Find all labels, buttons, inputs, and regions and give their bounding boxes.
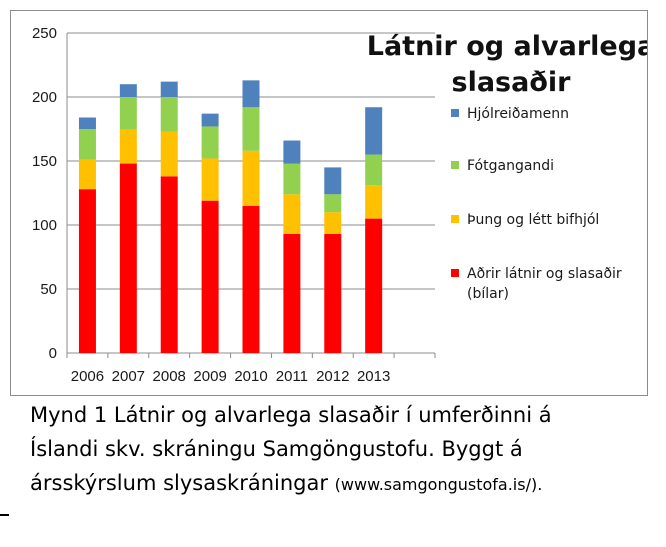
y-tick-label-50: 50 — [40, 281, 57, 298]
bar-2011-series-1 — [283, 194, 301, 234]
chart-title-line-2: slasaðir — [452, 67, 572, 98]
bar-2011-series-2 — [283, 163, 301, 195]
x-tick-label-2008: 2008 — [153, 368, 186, 385]
legend-swatch-series-2 — [451, 161, 459, 169]
figure-caption: Mynd 1 Látnir og alvarlega slasaðir í um… — [30, 398, 650, 502]
legend-label-series-2-line-1: Fótgangandi — [467, 158, 554, 174]
legend-label-series-3-line-1: Hjólreiðamenn — [467, 106, 569, 122]
x-tick-label-2010: 2010 — [234, 368, 267, 385]
legend-swatch-series-0 — [451, 269, 459, 277]
bar-2006-series-2 — [78, 129, 96, 160]
caption-line-1: Mynd 1 Látnir og alvarlega slasaðir í um… — [30, 403, 552, 427]
legend-swatch-series-1 — [451, 215, 459, 223]
stacked-bar-chart: 0 50 100 150 200 250 2006 2007 2008 2009 2010 2011 2… — [32, 25, 647, 385]
bar-2007-series-3 — [119, 84, 137, 97]
bar-2013-series-2 — [365, 154, 383, 186]
bar-2008-series-0 — [160, 176, 178, 353]
bar-2007-series-2 — [119, 97, 137, 129]
bar-2013-series-3 — [365, 107, 383, 155]
legend-label-series-0-line-2: (bílar) — [467, 286, 509, 302]
x-tick-label-2013: 2013 — [357, 368, 390, 385]
y-tick-label-0: 0 — [49, 345, 57, 362]
caption-mark — [0, 514, 9, 516]
bar-2006-series-1 — [78, 159, 96, 190]
bar-2008-series-3 — [160, 81, 178, 97]
bar-2008-series-1 — [160, 131, 178, 177]
x-tick-label-2012: 2012 — [316, 368, 349, 385]
x-tick-label-2006: 2006 — [71, 368, 104, 385]
caption-line-2: Íslandi skv. skráningu Samgöngustofu. By… — [30, 437, 523, 461]
x-tick-label-2011: 2011 — [276, 368, 308, 385]
bar-2012-series-0 — [324, 233, 342, 353]
chart-frame: 0 50 100 150 200 250 2006 2007 2008 2009 2010 2011 2… — [10, 10, 648, 396]
bar-2009-series-1 — [201, 158, 219, 201]
bar-2011-series-3 — [283, 140, 301, 164]
bar-2012-series-3 — [324, 167, 342, 195]
bar-2010-series-2 — [242, 107, 260, 151]
caption-line-3: ársskýrslum slysaskráningar (www.samgong… — [30, 466, 650, 502]
bar-2011-series-0 — [283, 233, 301, 353]
bar-2013-series-0 — [365, 218, 383, 353]
bar-2009-series-2 — [201, 126, 219, 159]
legend-swatch-series-3 — [451, 109, 459, 117]
bar-2009-series-0 — [201, 200, 219, 353]
legend-label-series-0-line-1: Aðrir látnir og slasaðir — [467, 266, 622, 282]
legend-label-series-1-line-1: Þung og létt bifhjól — [467, 212, 599, 228]
bar-2007-series-0 — [119, 163, 137, 353]
bar-2010-series-1 — [242, 150, 260, 206]
bar-2012-series-1 — [324, 212, 342, 234]
caption-source: (www.samgongustofa.is/). — [334, 475, 543, 494]
bar-2010-series-0 — [242, 205, 260, 353]
chart-title-line-1: Látnir og alvarlega — [367, 31, 647, 62]
y-tick-label-100: 100 — [32, 217, 57, 234]
bar-2006-series-3 — [78, 117, 96, 129]
y-tick-label-250: 250 — [32, 25, 57, 42]
bar-2007-series-1 — [119, 129, 137, 164]
bar-2013-series-1 — [365, 185, 383, 219]
x-tick-label-2009: 2009 — [193, 368, 226, 385]
bar-2006-series-0 — [78, 189, 96, 353]
bar-2012-series-2 — [324, 194, 342, 213]
x-tick-label-2007: 2007 — [112, 368, 145, 385]
bar-2008-series-2 — [160, 97, 178, 132]
bar-2009-series-3 — [201, 113, 219, 127]
bar-2010-series-3 — [242, 80, 260, 108]
caption-line-3-text: ársskýrslum slysaskráningar — [30, 471, 335, 495]
y-tick-label-200: 200 — [32, 89, 57, 106]
y-tick-label-150: 150 — [32, 153, 57, 170]
